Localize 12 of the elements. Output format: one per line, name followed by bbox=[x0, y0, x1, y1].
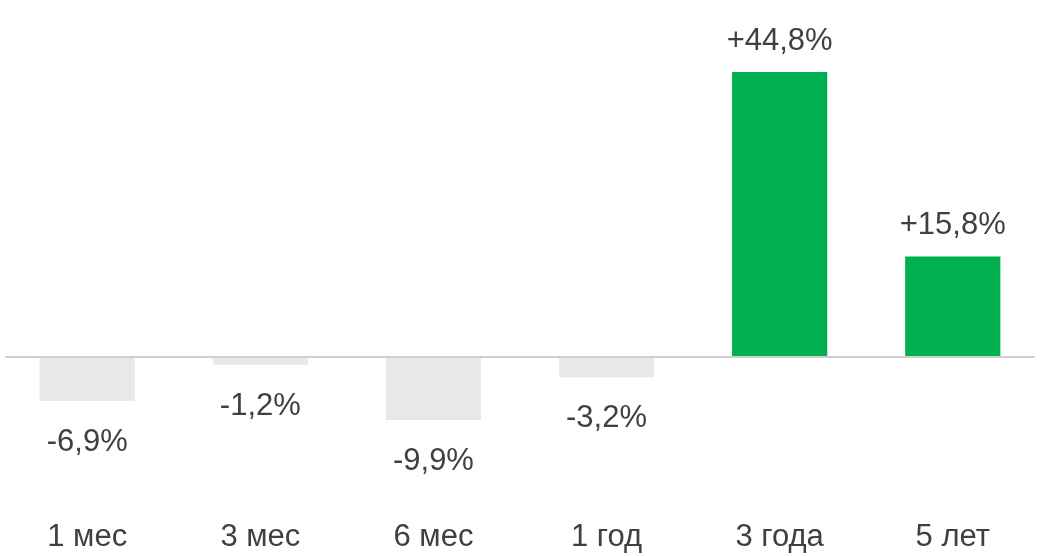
data-label: -3,2% bbox=[566, 399, 648, 435]
x-tick-label: 6 мес bbox=[393, 518, 474, 553]
x-tick-label: 3 мес bbox=[220, 518, 301, 553]
data-label: +15,8% bbox=[899, 206, 1006, 242]
data-label: +44,8% bbox=[726, 22, 833, 57]
x-tick-label: 1 год bbox=[570, 518, 643, 553]
x-tick-label: 3 года bbox=[735, 518, 825, 553]
data-label: -6,9% bbox=[46, 422, 128, 458]
x-tick-label: 5 лет bbox=[915, 518, 990, 553]
x-tick-label: 1 мес bbox=[47, 518, 128, 553]
data-label: -9,9% bbox=[392, 441, 474, 477]
data-label: -1,2% bbox=[219, 386, 301, 422]
